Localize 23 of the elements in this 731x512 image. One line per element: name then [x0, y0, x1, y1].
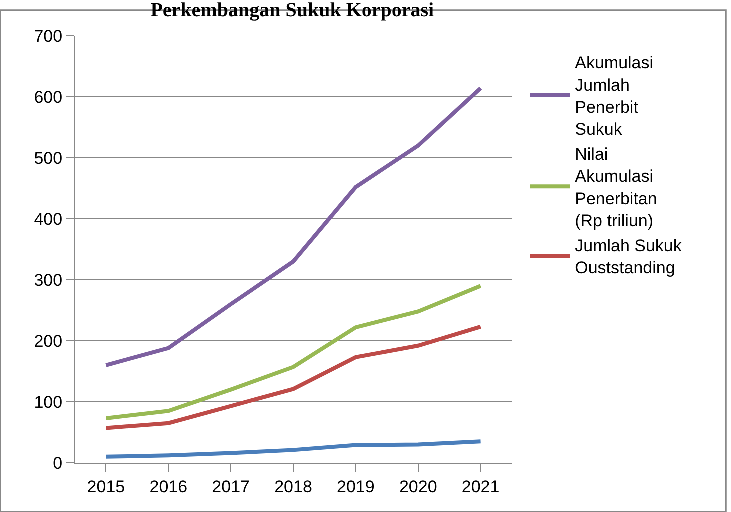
x-tick-label: 2019	[337, 477, 375, 496]
legend-label: Jumlah Sukuk Ouststanding	[575, 236, 682, 278]
y-tick-label: 300	[34, 270, 63, 290]
x-tick-label: 2018	[274, 477, 312, 496]
line-series	[104, 284, 483, 420]
legend-label: Akumulasi Jumlah Penerbit Sukuk	[575, 54, 654, 140]
y-tick-label: 500	[34, 148, 63, 168]
y-tick-label: 400	[34, 210, 63, 229]
x-tick-label: 2020	[399, 477, 438, 496]
y-tick-label: 0	[53, 454, 63, 473]
y-tick-label: 600	[34, 88, 63, 107]
line-series	[104, 324, 483, 430]
x-tick-label: 2015	[87, 477, 126, 496]
line-series	[104, 86, 483, 368]
y-tick-label: 100	[34, 392, 63, 412]
x-tick-label: 2017	[212, 477, 250, 496]
chart-title: Perkembangan Sukuk Korporasi	[150, 0, 435, 22]
line-series	[104, 440, 483, 459]
y-tick-label: 700	[34, 26, 63, 46]
x-tick-label: 2016	[150, 477, 188, 496]
y-tick-label: 200	[34, 332, 63, 351]
legend-label: Nilai Akumulasi Penerbitan (Rp triliun)	[575, 145, 658, 230]
x-tick-label: 2021	[462, 477, 500, 496]
